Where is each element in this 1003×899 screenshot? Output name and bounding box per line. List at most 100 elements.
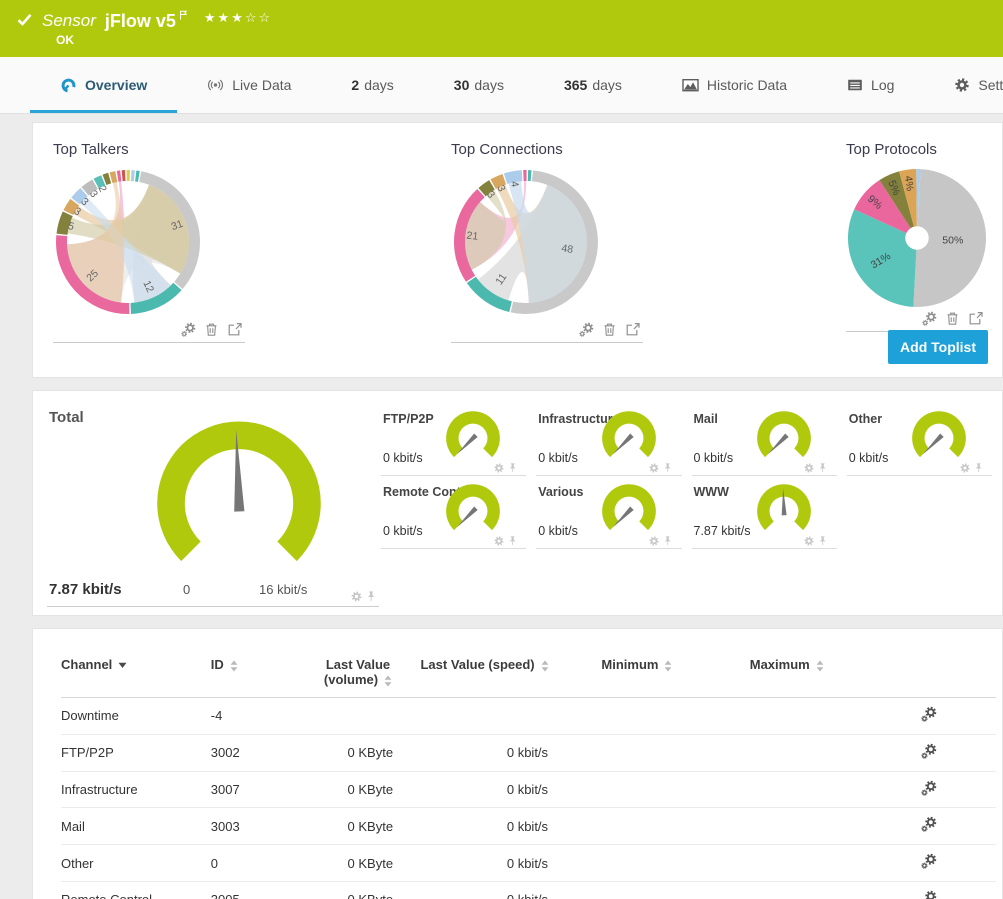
gauge-pin-icon[interactable] [974, 463, 983, 473]
column-label: ID [210, 657, 224, 672]
cell-volume: 0 KByte [308, 844, 408, 882]
column-header-last-value-speed-[interactable]: Last Value (speed) [407, 653, 563, 698]
total-gauge [147, 411, 331, 573]
cell-min [562, 807, 712, 846]
cell-id: 3002 [210, 734, 309, 772]
svg-text:2: 2 [96, 184, 109, 195]
tab-365-days[interactable]: 365 days [534, 57, 652, 113]
sensor-title: jFlow v5 [104, 11, 176, 31]
gauge-settings-icon[interactable] [494, 536, 504, 546]
column-label: Last Value (speed) [420, 657, 535, 672]
channel-settings-icon[interactable] [921, 706, 937, 723]
sort-desc-icon [118, 662, 127, 669]
channel-gauge [908, 407, 970, 461]
tab-label: Live Data [232, 77, 292, 93]
cell-channel: Other [61, 844, 211, 882]
top-protocols-pie-chart[interactable]: 50% 31% 9% 5% 4% [846, 167, 1002, 309]
gauge-current-value: 7.87 kbit/s [693, 524, 751, 538]
gauge-corner-icons [804, 536, 827, 546]
column-label: Minimum [601, 657, 659, 672]
gauge-title: WWW [693, 485, 729, 499]
channel-gauge [442, 407, 504, 461]
priority-stars[interactable]: ★★★☆☆ [203, 11, 273, 26]
gauge-pin-icon[interactable] [818, 463, 827, 473]
cell-speed: 0 kbit/s [407, 807, 563, 846]
tab-label: days [474, 77, 504, 93]
top-connections-chord-chart[interactable]: 48 11 21 3 3 4 [451, 167, 846, 317]
channel-settings-icon[interactable] [921, 853, 937, 870]
channel-settings-icon[interactable] [921, 780, 937, 797]
gauge-settings-icon[interactable] [804, 463, 814, 473]
tab-label: Settings [978, 77, 1003, 93]
cell-channel: Infrastructure [61, 771, 211, 809]
toplist-title: Top Connections [451, 141, 563, 158]
column-header-minimum[interactable]: Minimum [562, 653, 712, 698]
gauge-settings-icon[interactable] [351, 591, 362, 602]
tab-settings[interactable]: Settings [924, 57, 1003, 113]
cell-speed: 0 kbit/s [407, 734, 563, 772]
live-icon [207, 77, 224, 93]
tab-number: 365 [563, 77, 588, 93]
toplist-open-icon[interactable] [625, 322, 640, 338]
tab-log[interactable]: Log [817, 57, 924, 113]
status-check-icon [17, 13, 32, 31]
channel-settings-icon[interactable] [921, 743, 937, 760]
tab-30-days[interactable]: 30 days [424, 57, 534, 113]
gauge-settings-icon[interactable] [649, 536, 659, 546]
add-toplist-button[interactable]: Add Toplist [888, 330, 988, 364]
tab-2-days[interactable]: 2 days [321, 57, 423, 113]
gauge-corner-icons [494, 463, 517, 473]
gauge-corner-icons [494, 536, 517, 546]
top-talkers-chord-chart[interactable]: 31 12 25 5 3 3 3 2 [53, 167, 451, 317]
toplist-delete-icon[interactable] [204, 322, 219, 338]
column-header-last-value-volume-[interactable]: Last Value (volume) [308, 653, 408, 698]
svg-text:3: 3 [87, 188, 100, 200]
gauge-title: Mail [693, 412, 718, 426]
tab-overview[interactable]: Overview [30, 57, 178, 113]
cell-max [711, 844, 862, 882]
channel-settings-icon[interactable] [921, 890, 937, 899]
toplist-options-icon[interactable] [922, 311, 937, 327]
channels-table: Channel ID Last Value (volume) Last Value (… [61, 653, 996, 899]
svg-text:3: 3 [494, 183, 507, 193]
log-icon [847, 77, 863, 93]
gauge-pin-icon[interactable] [818, 536, 827, 546]
priority-flag-icon[interactable] [179, 7, 188, 25]
tab-live-data[interactable]: Live Data [177, 57, 321, 113]
gauge-current-value: 0 kbit/s [538, 451, 578, 465]
toplist-options-icon[interactable] [181, 322, 196, 338]
gauge-pin-icon[interactable] [508, 463, 517, 473]
channel-settings-icon[interactable] [921, 816, 937, 833]
column-header-maximum[interactable]: Maximum [711, 653, 862, 698]
sort-both-icon [230, 660, 238, 672]
toplist-open-icon[interactable] [227, 322, 242, 338]
toplist-delete-icon[interactable] [602, 322, 617, 338]
gauge-pin-icon[interactable] [508, 536, 517, 546]
cell-speed [407, 697, 563, 735]
cell-max [711, 881, 862, 899]
cell-actions [861, 771, 996, 809]
gauge-title: Other [848, 412, 883, 426]
gauge-settings-icon[interactable] [804, 536, 814, 546]
toplist-footer [53, 322, 245, 343]
gauge-pin-icon[interactable] [663, 536, 672, 546]
column-header-channel[interactable]: Channel [61, 653, 211, 698]
gauge-settings-icon[interactable] [649, 463, 659, 473]
svg-text:50%: 50% [942, 235, 963, 247]
column-header-id[interactable]: ID [210, 653, 309, 698]
gauge-pin-icon[interactable] [663, 463, 672, 473]
toplist-options-icon[interactable] [579, 322, 594, 338]
gauge-settings-icon[interactable] [494, 463, 504, 473]
gauge-settings-icon[interactable] [959, 463, 970, 473]
tab-number: 30 [453, 77, 470, 93]
cell-max [711, 807, 862, 846]
tab-historic-data[interactable]: Historic Data [652, 57, 817, 113]
gauge-pin-icon[interactable] [366, 591, 375, 602]
gauge-cell-mail: Mail 0 kbit/s [691, 403, 837, 476]
toplist-delete-icon[interactable] [945, 311, 960, 327]
toplist-open-icon[interactable] [968, 311, 983, 327]
cell-max [711, 697, 862, 735]
cell-id: 3007 [210, 771, 309, 809]
cell-actions [861, 734, 996, 772]
